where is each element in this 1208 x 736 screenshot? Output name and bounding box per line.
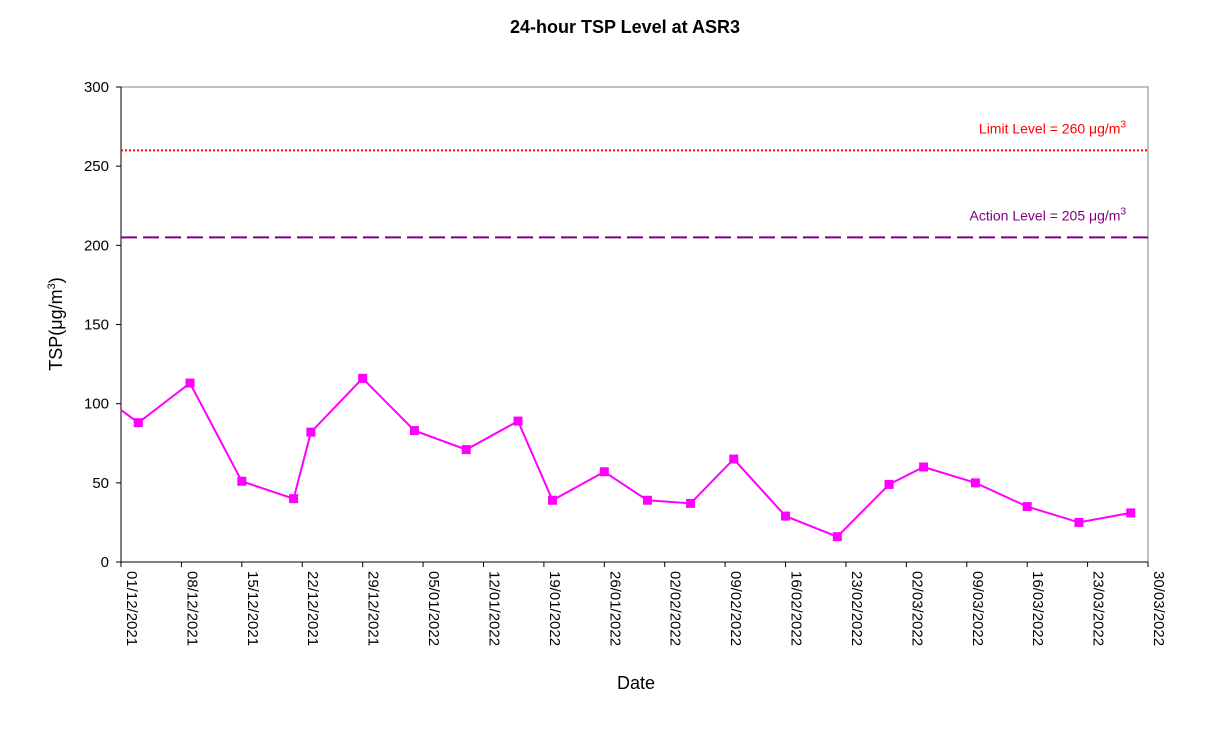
y-tick-label: 150 [84, 317, 109, 334]
data-point [1074, 517, 1084, 527]
data-point [1126, 508, 1136, 518]
data-point [884, 479, 894, 489]
y-axis: 0 50 100 150 200 250 300 [84, 79, 121, 571]
y-axis-title-unit: μg/m [46, 289, 66, 329]
reference-label-text: Limit Level = 260 μg/m [979, 120, 1121, 136]
data-point [1022, 502, 1032, 512]
y-tick-label: 0 [101, 554, 109, 571]
data-point [832, 532, 842, 542]
x-tick-label: 26/01/2022 [606, 571, 623, 646]
x-tick-label: 12/01/2022 [485, 571, 502, 646]
y-axis-title: TSP(μg/m3) [46, 277, 66, 371]
data-point [133, 418, 143, 428]
x-tick-label: 09/02/2022 [727, 571, 744, 646]
x-tick-label: 02/02/2022 [667, 571, 684, 646]
x-tick-label: 30/03/2022 [1150, 571, 1167, 646]
data-point [358, 373, 368, 383]
reference-label-sup: 3 [1120, 119, 1126, 130]
y-tick-label: 50 [92, 475, 109, 492]
y-axis-title-sup: 3 [46, 283, 58, 289]
data-point [548, 495, 558, 505]
x-tick-label: 22/12/2021 [304, 571, 321, 646]
y-tick-label: 200 [84, 237, 109, 254]
data-point [513, 416, 523, 426]
y-axis-title-main: TSP( [46, 330, 66, 371]
reference-label-1: Action Level = 205 μg/m3 [970, 206, 1127, 223]
x-axis: 01/12/2021 08/12/2021 15/12/2021 22/12/2021… [120, 562, 1167, 646]
x-tick-label: 08/12/2021 [183, 571, 200, 646]
data-point [919, 462, 929, 472]
y-tick-label: 300 [84, 79, 109, 96]
data-point [686, 498, 696, 508]
x-tick-label: 09/03/2022 [969, 571, 986, 646]
data-point [599, 467, 609, 477]
data-point [970, 478, 980, 488]
x-tick-label: 16/02/2022 [788, 571, 805, 646]
x-tick-label: 02/03/2022 [908, 571, 925, 646]
series-tsp [120, 373, 1136, 542]
data-point [642, 495, 652, 505]
x-tick-label: 19/01/2022 [546, 571, 563, 646]
data-point [461, 445, 471, 455]
x-tick-label: 23/02/2022 [848, 571, 865, 646]
data-point [409, 426, 419, 436]
reference-label-0: Limit Level = 260 μg/m3 [979, 119, 1127, 136]
x-axis-title: Date [617, 673, 655, 693]
reference-label-sup: 3 [1120, 206, 1126, 217]
x-tick-label: 16/03/2022 [1029, 571, 1046, 646]
chart-title: 24-hour TSP Level at ASR3 [509, 17, 741, 37]
y-tick-label: 250 [84, 158, 109, 175]
x-tick-label: 05/01/2022 [425, 571, 442, 646]
x-tick-label: 23/03/2022 [1090, 571, 1107, 646]
data-point [237, 476, 247, 486]
reference-label-text: Action Level = 205 μg/m [970, 207, 1121, 223]
x-tick-label: 15/12/2021 [244, 571, 261, 646]
x-tick-label: 01/12/2021 [123, 571, 140, 646]
y-tick-label: 100 [84, 396, 109, 413]
data-point [289, 494, 299, 504]
data-point [781, 511, 791, 521]
series-line [120, 376, 1131, 538]
data-point [729, 454, 739, 464]
data-point [185, 378, 195, 388]
y-axis-title-close: ) [46, 277, 66, 283]
x-tick-label: 29/12/2021 [365, 571, 382, 646]
data-point [306, 427, 316, 437]
